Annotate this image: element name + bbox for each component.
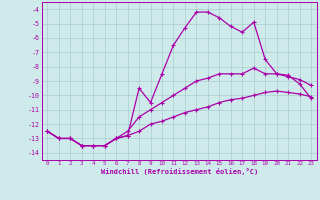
X-axis label: Windchill (Refroidissement éolien,°C): Windchill (Refroidissement éolien,°C) bbox=[100, 168, 258, 175]
